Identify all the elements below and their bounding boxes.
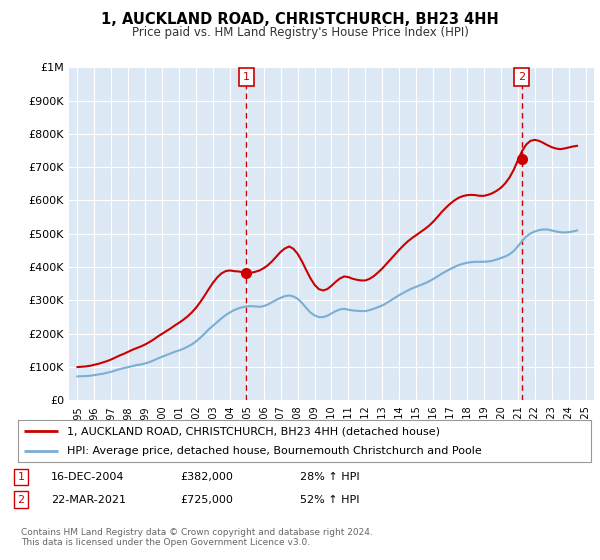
Text: Price paid vs. HM Land Registry's House Price Index (HPI): Price paid vs. HM Land Registry's House … [131, 26, 469, 39]
Text: 1: 1 [17, 472, 25, 482]
Text: 2: 2 [518, 72, 525, 82]
Text: HPI: Average price, detached house, Bournemouth Christchurch and Poole: HPI: Average price, detached house, Bour… [67, 446, 481, 456]
Text: 1: 1 [242, 72, 250, 82]
Text: £382,000: £382,000 [180, 472, 233, 482]
Text: 52% ↑ HPI: 52% ↑ HPI [300, 494, 359, 505]
Text: 16-DEC-2004: 16-DEC-2004 [51, 472, 125, 482]
Text: 28% ↑ HPI: 28% ↑ HPI [300, 472, 359, 482]
Text: £725,000: £725,000 [180, 494, 233, 505]
Text: 22-MAR-2021: 22-MAR-2021 [51, 494, 126, 505]
Text: 1, AUCKLAND ROAD, CHRISTCHURCH, BH23 4HH: 1, AUCKLAND ROAD, CHRISTCHURCH, BH23 4HH [101, 12, 499, 27]
Text: 1, AUCKLAND ROAD, CHRISTCHURCH, BH23 4HH (detached house): 1, AUCKLAND ROAD, CHRISTCHURCH, BH23 4HH… [67, 426, 440, 436]
Text: 2: 2 [17, 494, 25, 505]
Text: Contains HM Land Registry data © Crown copyright and database right 2024.
This d: Contains HM Land Registry data © Crown c… [21, 528, 373, 547]
